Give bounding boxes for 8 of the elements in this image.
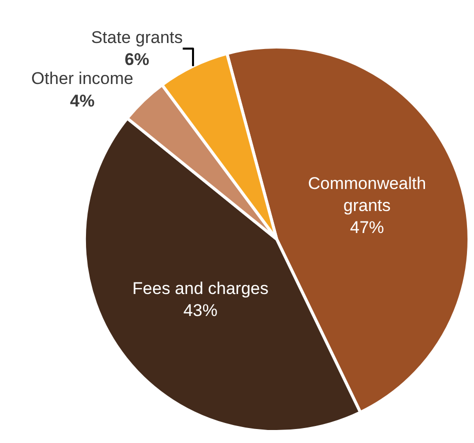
data-label: 6% — [124, 50, 150, 70]
data-label: 4% — [70, 91, 95, 110]
slice-label: Fees and charges — [132, 279, 268, 298]
slice-label: Other income — [31, 69, 134, 88]
slice-label: Commonwealth grants — [308, 174, 426, 216]
data-label: 43% — [183, 301, 218, 320]
slice-label: State grants — [91, 28, 183, 48]
data-label: 47% — [350, 218, 384, 238]
